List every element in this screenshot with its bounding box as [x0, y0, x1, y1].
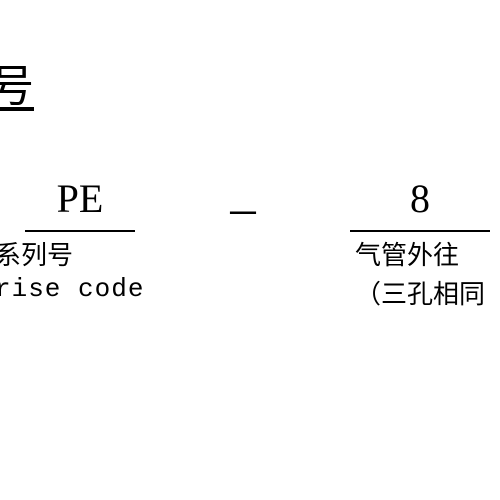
desc-cn-pipe: 气管外往: [355, 235, 485, 272]
code-segment-pe: PE: [25, 175, 135, 232]
code-separator: －: [225, 185, 261, 237]
code-value-8: 8: [350, 175, 490, 232]
code-segment-8: 8: [350, 175, 490, 232]
desc-en-series: rise code: [0, 274, 144, 304]
header-title: 号: [0, 50, 34, 114]
description-block-8: 气管外往 （三孔相同: [355, 235, 485, 311]
description-block-pe: 系列号 rise code: [0, 235, 144, 304]
desc-cn-series: 系列号: [0, 235, 144, 272]
code-value-pe: PE: [25, 175, 135, 232]
desc-note-pipe: （三孔相同: [355, 274, 485, 311]
